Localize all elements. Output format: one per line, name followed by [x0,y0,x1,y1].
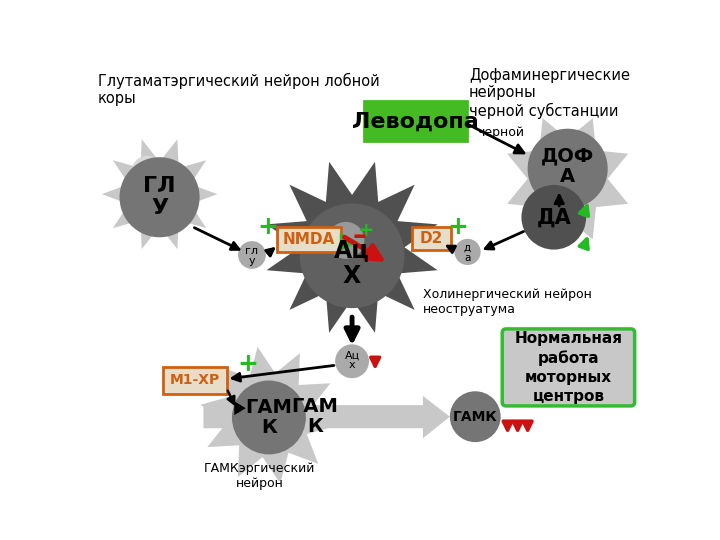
Text: –: – [353,222,366,249]
Text: Нормальная
работа
моторных
центров: Нормальная работа моторных центров [514,330,622,404]
Text: +: + [447,214,468,239]
Text: д
а: д а [464,242,471,262]
Text: ДОФ
А: ДОФ А [541,147,594,186]
Text: Леводопа: Леводопа [352,112,479,132]
Text: ГАМК: ГАМК [453,410,498,424]
Text: +: + [237,352,258,375]
Text: ГАМКэргический
нейрон: ГАМКэргический нейрон [204,462,315,490]
Text: Ац
Х: Ац Х [334,239,370,288]
Text: гл
у: гл у [246,246,258,266]
FancyBboxPatch shape [276,227,341,252]
Circle shape [244,387,271,414]
Circle shape [454,239,481,265]
Circle shape [528,129,608,209]
Circle shape [300,204,405,308]
Polygon shape [266,162,438,333]
Circle shape [450,392,500,442]
Text: ГАМ
К: ГАМ К [292,397,338,436]
Circle shape [232,381,306,455]
Text: Глутаматэргический нейрон лобной
коры: Глутаматэргический нейрон лобной коры [98,72,379,106]
Circle shape [132,156,163,186]
Text: D2: D2 [420,231,443,246]
Text: Ац
х: Ац х [344,350,359,370]
Text: ДА: ДА [536,207,571,227]
Text: М1-ХР: М1-ХР [170,374,220,388]
Text: ГАМ
К: ГАМ К [246,397,292,437]
Circle shape [328,222,364,259]
Circle shape [120,157,199,237]
FancyBboxPatch shape [364,101,467,141]
Polygon shape [200,347,338,483]
Circle shape [238,241,266,269]
Text: NMDA: NMDA [283,232,335,247]
Text: ГЛ
У: ГЛ У [143,177,176,218]
Text: +: + [257,214,278,239]
Text: черной: черной [477,126,523,139]
Polygon shape [234,401,246,415]
Polygon shape [507,118,628,239]
FancyBboxPatch shape [163,367,227,394]
FancyBboxPatch shape [503,329,634,406]
Text: +: + [358,221,374,240]
Circle shape [521,185,586,249]
FancyBboxPatch shape [412,227,451,251]
Text: Дофаминергические
нейроны
черной субстанции: Дофаминергические нейроны черной субстан… [469,68,630,119]
Polygon shape [102,139,217,249]
Circle shape [335,345,369,378]
Text: Холинергический нейрон
неоструатума: Холинергический нейрон неоструатума [423,288,592,316]
Polygon shape [340,233,359,251]
Polygon shape [204,396,450,438]
